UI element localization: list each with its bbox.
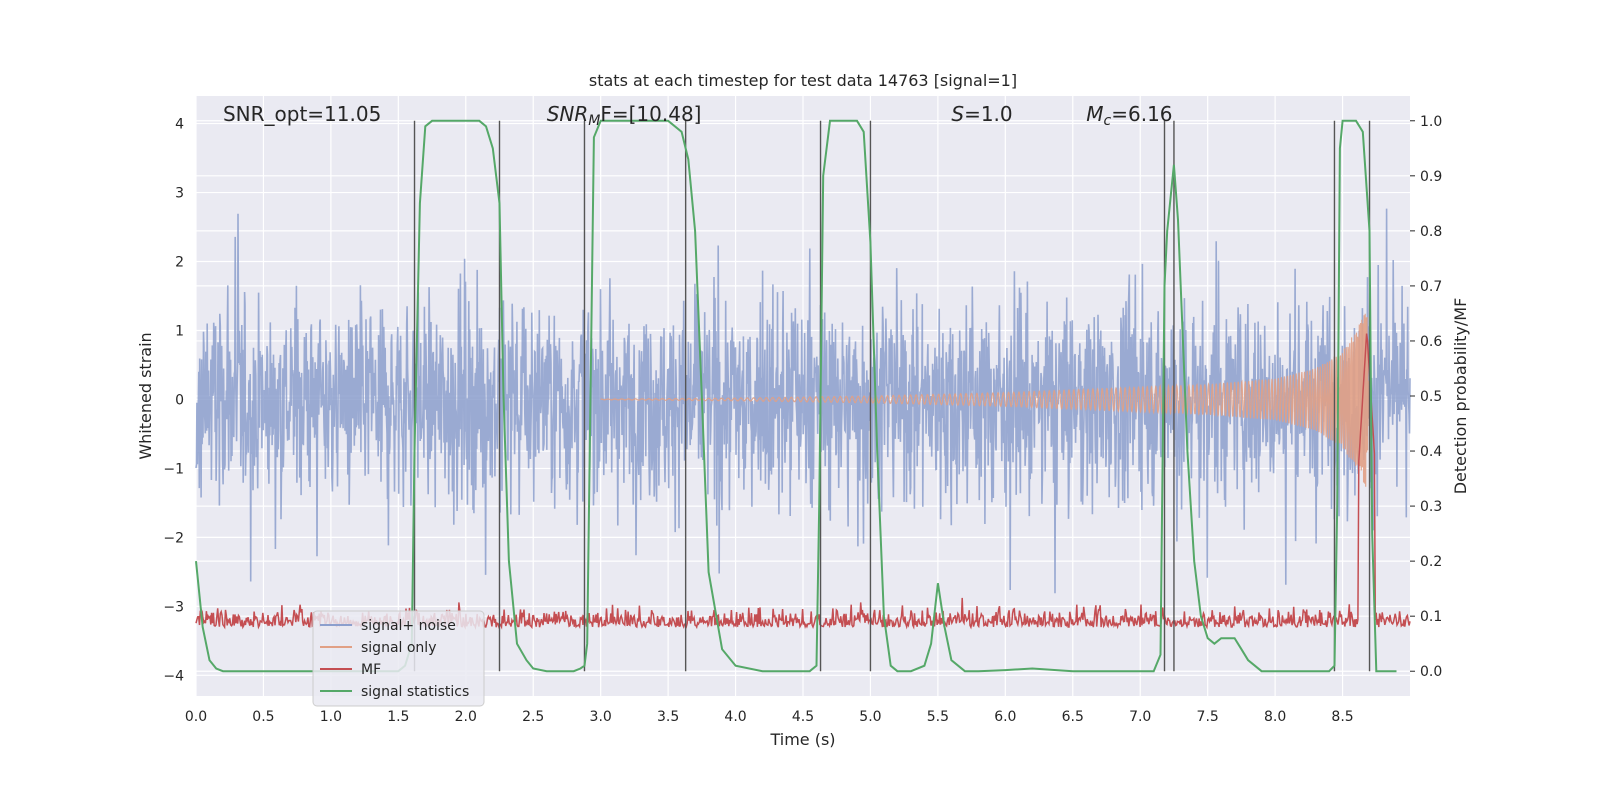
x-tick-label: 2.5 (522, 709, 544, 725)
y-right-tick-label: 0.1 (1420, 609, 1442, 625)
chart-title: stats at each timestep for test data 147… (589, 71, 1017, 90)
x-tick-label: 5.5 (927, 709, 949, 725)
x-axis-label: Time (s) (769, 730, 835, 749)
legend-label-signal-only: signal only (361, 640, 436, 656)
y-tick-label: 3 (175, 186, 184, 202)
y-right-axis-ticks: 1.0 0.9 0.8 0.7 0.6 0.5 0.4 0.3 0.2 0.1 0.0 (1410, 114, 1442, 680)
signal-noise-line (195, 208, 1411, 594)
y-tick-label: −2 (163, 530, 184, 546)
x-tick-label: 3.5 (657, 709, 679, 725)
x-tick-label: 0.5 (252, 709, 274, 725)
y-axis-ticks: 4 3 2 1 0 −1 −2 −3 −4 (163, 117, 184, 685)
y-right-tick-label: 0.9 (1420, 169, 1442, 185)
x-tick-label: 1.0 (320, 709, 342, 725)
y-tick-label: 4 (175, 117, 184, 133)
y-tick-label: −3 (163, 599, 184, 615)
x-tick-label: 1.5 (387, 709, 409, 725)
y-right-tick-label: 0.5 (1420, 389, 1442, 405)
y-right-axis-label: Detection probability/MF (1451, 298, 1470, 495)
y-right-tick-label: 1.0 (1420, 114, 1442, 130)
x-tick-label: 6.0 (994, 709, 1016, 725)
y-tick-label: 2 (175, 255, 184, 271)
legend-label-signal-noise: signal+ noise (361, 618, 456, 634)
x-tick-label: 3.0 (590, 709, 612, 725)
x-tick-label: 4.0 (724, 709, 746, 725)
y-right-tick-label: 0.6 (1420, 334, 1442, 350)
y-right-tick-label: 0.2 (1420, 554, 1442, 570)
signal-only-line (600, 313, 1371, 487)
annotation-s-stat: S=1.0 (951, 102, 1012, 126)
x-axis-ticks: 0.0 0.5 1.0 1.5 2.0 2.5 3.0 3.5 4.0 4.5 5.0 5.5 6.0 6… (185, 709, 1354, 725)
x-tick-label: 7.5 (1197, 709, 1219, 725)
annotation-snr-mf: SNRMF=[10.48] (547, 102, 702, 129)
series-signal-only (600, 313, 1371, 487)
x-tick-label: 8.0 (1264, 709, 1286, 725)
x-tick-label: 8.5 (1331, 709, 1353, 725)
legend-label-mf: MF (361, 662, 381, 678)
y-tick-label: −4 (163, 668, 184, 684)
y-right-tick-label: 0.7 (1420, 279, 1442, 295)
x-tick-label: 2.0 (455, 709, 477, 725)
x-tick-label: 4.5 (792, 709, 814, 725)
y-tick-label: 1 (175, 323, 184, 339)
legend: signal+ noise signal only MF signal stat… (312, 610, 485, 707)
x-tick-label: 5.0 (859, 709, 881, 725)
series-signal-statistics (195, 119, 1397, 673)
legend-label-signal-statistics: signal statistics (361, 684, 469, 700)
annotations: SNR_opt=11.05 SNRMF=[10.48] S=1.0 Mc=6.16 (223, 102, 1173, 129)
y-tick-label: 0 (175, 392, 184, 408)
y-axis-label: Whitened strain (136, 332, 155, 459)
signal-statistics-line (195, 119, 1397, 673)
x-tick-label: 6.5 (1062, 709, 1084, 725)
x-tick-label: 7.0 (1129, 709, 1151, 725)
y-right-tick-label: 0.8 (1420, 224, 1442, 240)
annotation-snr-opt: SNR_opt=11.05 (223, 102, 381, 126)
y-right-tick-label: 0.4 (1420, 444, 1442, 460)
y-right-tick-label: 0.3 (1420, 499, 1442, 515)
annotation-mc: Mc=6.16 (1086, 102, 1172, 129)
y-tick-label: −1 (163, 461, 184, 477)
legend-box (312, 610, 485, 707)
x-tick-label: 0.0 (185, 709, 207, 725)
y-right-tick-label: 0.0 (1420, 664, 1442, 680)
series-signal-noise (195, 208, 1411, 594)
